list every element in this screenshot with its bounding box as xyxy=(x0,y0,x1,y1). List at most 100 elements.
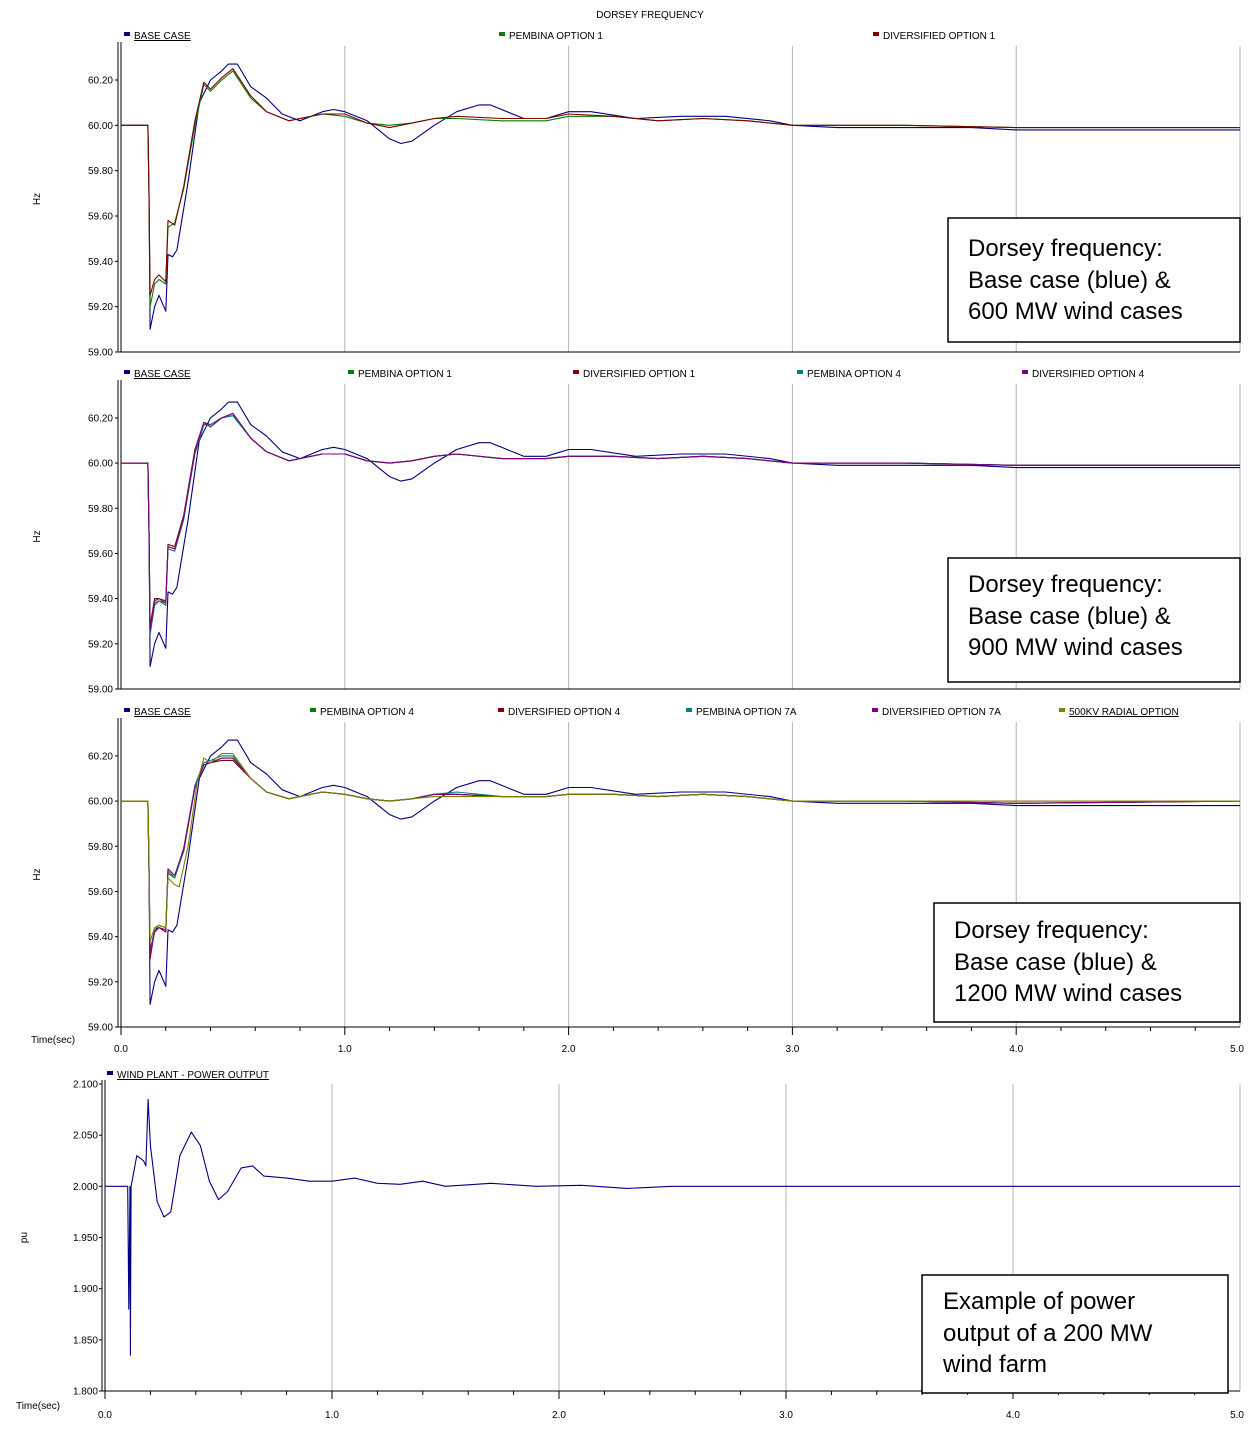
series-line xyxy=(121,401,1240,667)
y-tick-label: 2.050 xyxy=(73,1131,98,1142)
legend-label: 500KV RADIAL OPTION xyxy=(1069,707,1179,718)
y-tick-label: 2.100 xyxy=(73,1080,98,1091)
y-tick-label: 59.60 xyxy=(88,212,113,223)
legend-label: DIVERSIFIED OPTION 4 xyxy=(1032,369,1145,380)
y-tick-label: 59.40 xyxy=(88,594,113,605)
x-tick-label: 4.0 xyxy=(1006,1410,1020,1421)
annotation-line: Base case (blue) & xyxy=(968,267,1171,294)
series-line xyxy=(121,753,1240,942)
x-tick-label: 5.0 xyxy=(1230,1410,1244,1421)
legend-label: PEMBINA OPTION 4 xyxy=(320,707,414,718)
legend-swatch xyxy=(1022,370,1028,374)
series-line xyxy=(121,739,1240,1005)
legend-label: BASE CASE xyxy=(134,369,191,380)
series-line xyxy=(121,63,1240,330)
y-tick-label: 59.00 xyxy=(88,1023,113,1034)
legend-label: BASE CASE xyxy=(134,31,191,42)
annotation-line: 600 MW wind cases xyxy=(968,298,1183,325)
legend-swatch xyxy=(873,32,879,36)
x-tick-label: 1.0 xyxy=(325,1410,339,1421)
y-tick-label: 60.20 xyxy=(88,413,113,424)
legend-label: DIVERSIFIED OPTION 1 xyxy=(883,31,996,42)
legend-label: PEMBINA OPTION 1 xyxy=(509,31,603,42)
y-axis-label: Hz xyxy=(32,193,43,205)
x-tick-label: 2.0 xyxy=(552,1410,566,1421)
y-tick-label: 60.20 xyxy=(88,751,113,762)
y-tick-label: 1.800 xyxy=(73,1387,98,1398)
series-line xyxy=(105,1098,1240,1356)
y-tick-label: 59.80 xyxy=(88,842,113,853)
legend-label: DIVERSIFIED OPTION 1 xyxy=(583,369,696,380)
legend-swatch xyxy=(872,708,878,712)
legend-swatch xyxy=(107,1071,113,1075)
legend-label: PEMBINA OPTION 1 xyxy=(358,369,452,380)
y-tick-label: 59.40 xyxy=(88,932,113,943)
x-tick-label: 1.0 xyxy=(338,1044,352,1055)
chart-panel-1: 59.00 59.20 59.40 59.60 59.80 60.00 60.20 Hz DOR… xyxy=(32,10,1241,359)
y-tick-label: 59.20 xyxy=(88,302,113,313)
legend-swatch xyxy=(348,370,354,374)
y-tick-label: 59.60 xyxy=(88,549,113,560)
y-tick-label: 59.20 xyxy=(88,639,113,650)
legend-swatch xyxy=(310,708,316,712)
x-tick-label: 2.0 xyxy=(562,1044,576,1055)
legend-swatch xyxy=(797,370,803,374)
annotation-line: Base case (blue) & xyxy=(968,603,1171,630)
legend-swatch xyxy=(124,708,130,712)
y-tick-label: 60.00 xyxy=(88,797,113,808)
annotation-box xyxy=(921,1274,1229,1394)
annotation-box xyxy=(933,902,1241,1023)
x-axis-label: Time(sec) xyxy=(16,1401,60,1412)
y-tick-label: 60.20 xyxy=(88,76,113,87)
x-axis-label: Time(sec) xyxy=(31,1035,75,1046)
annotation-line: Dorsey frequency: xyxy=(968,235,1163,262)
y-tick-label: 1.900 xyxy=(73,1284,98,1295)
x-tick-label: 5.0 xyxy=(1230,1044,1244,1055)
y-tick-label: 59.20 xyxy=(88,977,113,988)
chart-panel-2: 59.00 59.20 59.40 59.60 59.80 60.00 60.20 Hz BAS… xyxy=(32,369,1241,696)
legend-label: BASE CASE xyxy=(134,707,191,718)
y-tick-label: 59.60 xyxy=(88,887,113,898)
chart-title: DORSEY FREQUENCY xyxy=(596,10,704,21)
legend-swatch xyxy=(499,32,505,36)
legend-swatch xyxy=(124,370,130,374)
annotation-line: Dorsey frequency: xyxy=(968,571,1163,598)
legend-label: WIND PLANT - POWER OUTPUT xyxy=(117,1070,269,1081)
annotation-line: 1200 MW wind cases xyxy=(954,980,1182,1007)
legend-swatch xyxy=(124,32,130,36)
legend-label: PEMBINA OPTION 7A xyxy=(696,707,797,718)
y-tick-label: 60.00 xyxy=(88,121,113,132)
x-tick-label: 3.0 xyxy=(785,1044,799,1055)
chart-panel-4: 1.800 1.850 1.900 1.950 2.000 2.050 2.100 pu 0.0… xyxy=(16,1070,1244,1421)
series-line xyxy=(121,68,1240,296)
annotation-line: Dorsey frequency: xyxy=(954,917,1149,944)
y-axis-label: Hz xyxy=(32,868,43,880)
legend-swatch xyxy=(573,370,579,374)
x-tick-label: 4.0 xyxy=(1009,1044,1023,1055)
legend-label: DIVERSIFIED OPTION 7A xyxy=(882,707,1001,718)
annotation-line: 900 MW wind cases xyxy=(968,634,1183,661)
legend-swatch xyxy=(686,708,692,712)
series-line xyxy=(121,412,1240,631)
legend-label: PEMBINA OPTION 4 xyxy=(807,369,901,380)
y-axis-label: pu xyxy=(19,1232,30,1243)
chart-panel-3: 59.00 59.20 59.40 59.60 59.80 60.00 60.20 Hz 0.0… xyxy=(31,707,1244,1055)
annotation-box xyxy=(947,217,1241,343)
y-tick-label: 1.950 xyxy=(73,1233,98,1244)
legend-label: DIVERSIFIED OPTION 4 xyxy=(508,707,621,718)
annotation-box xyxy=(947,557,1241,683)
x-tick-label: 0.0 xyxy=(98,1410,112,1421)
y-tick-label: 2.000 xyxy=(73,1182,98,1193)
annotation-line: wind farm xyxy=(942,1351,1047,1378)
y-tick-label: 59.00 xyxy=(88,685,113,696)
y-tick-label: 60.00 xyxy=(88,459,113,470)
legend-swatch xyxy=(498,708,504,712)
y-tick-label: 59.40 xyxy=(88,257,113,268)
y-tick-label: 59.80 xyxy=(88,504,113,515)
annotation-line: output of a 200 MW xyxy=(943,1320,1153,1347)
x-tick-label: 0.0 xyxy=(114,1044,128,1055)
x-tick-label: 3.0 xyxy=(779,1410,793,1421)
y-tick-label: 59.00 xyxy=(88,348,113,359)
annotation-line: Base case (blue) & xyxy=(954,949,1157,976)
